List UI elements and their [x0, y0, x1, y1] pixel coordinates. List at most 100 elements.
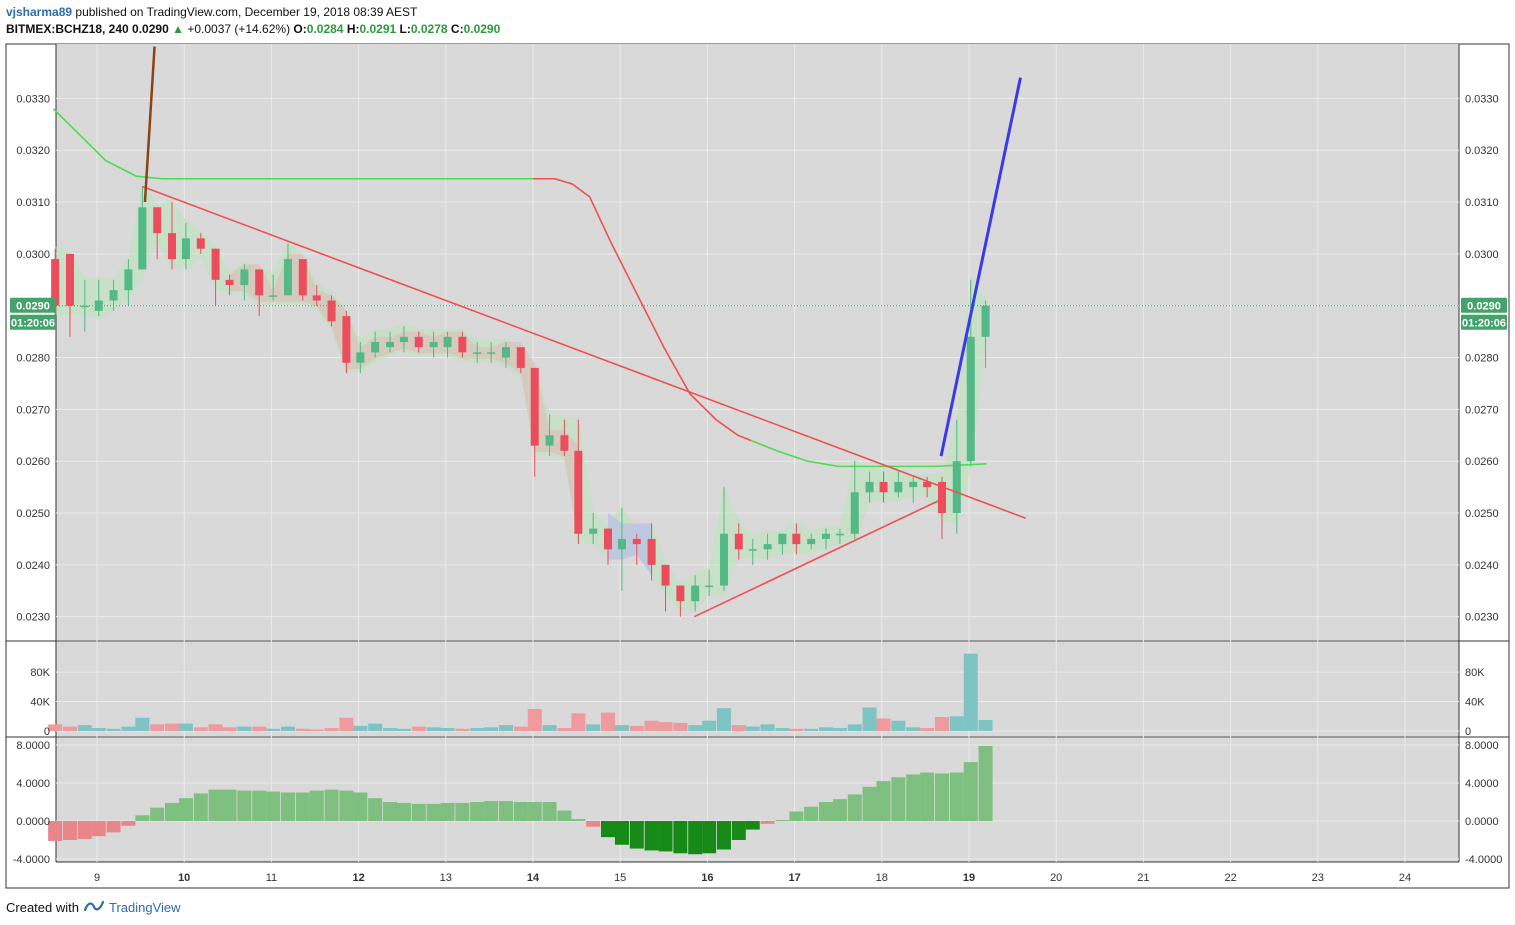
volume-bar — [164, 723, 179, 731]
oscillator-bar — [339, 790, 354, 821]
candle — [850, 461, 859, 539]
candle — [676, 585, 685, 617]
volume-bar — [135, 717, 150, 731]
candle — [429, 331, 438, 358]
candle-body — [51, 259, 60, 306]
price-badge-text: 0.0290 — [16, 301, 50, 313]
candle — [385, 331, 394, 353]
volume-bar — [673, 722, 688, 731]
countdown-badge-text: 01:20:06 — [1462, 318, 1506, 330]
candle — [705, 570, 714, 596]
candle-body — [617, 538, 626, 550]
price-tick-label: 0.0320 — [1465, 145, 1499, 157]
oscillator-bar — [906, 774, 921, 821]
candle-body — [676, 585, 685, 602]
oscillator-bar — [702, 821, 717, 854]
volume-bar — [688, 725, 703, 731]
volume-bar — [396, 728, 411, 731]
oscillator-bar — [266, 791, 281, 821]
low-label: L: — [399, 22, 411, 36]
candle-body — [167, 233, 176, 260]
candle — [661, 564, 670, 612]
resistance-trendline — [142, 185, 1026, 519]
volume-bar — [934, 717, 949, 731]
candle-body — [545, 435, 554, 446]
price-tick-label: 0.0320 — [16, 145, 50, 157]
candle-body — [399, 336, 408, 342]
close-value: 0.0290 — [463, 22, 501, 36]
candle — [124, 259, 133, 306]
price-tick-label: 0.0240 — [16, 560, 50, 572]
volume-tick-label: 0 — [44, 726, 50, 738]
oscillator-bar — [876, 781, 891, 821]
volume-bar — [527, 708, 542, 731]
oscillator-bar — [586, 821, 601, 827]
x-tick-label: 15 — [614, 872, 626, 884]
candle-body — [574, 450, 583, 534]
candle-body — [850, 492, 859, 534]
candle — [516, 347, 525, 374]
oscillator-bar — [484, 801, 499, 821]
oscillator-bar — [847, 794, 862, 821]
volume-tick-label: 80K — [1465, 667, 1485, 679]
volume-bar — [513, 726, 528, 731]
author-link[interactable]: vjsharma89 — [6, 5, 73, 19]
candle — [327, 295, 336, 327]
oscillator-bar — [222, 789, 237, 821]
oscillator-bar — [48, 821, 63, 841]
oscillator-bar — [382, 802, 397, 821]
volume-bar — [280, 726, 295, 731]
x-tick-label: 19 — [963, 872, 975, 884]
candle — [181, 222, 190, 270]
candle — [821, 528, 830, 550]
tradingview-logo-icon[interactable] — [83, 899, 105, 916]
oscillator-bar — [121, 821, 136, 826]
candle — [923, 476, 932, 498]
candle — [65, 253, 74, 337]
oscillator-bar — [891, 777, 906, 821]
candle-body — [356, 352, 365, 363]
oscillator-bar — [237, 790, 252, 821]
x-tick-label: 16 — [701, 872, 713, 884]
volume-bar — [978, 719, 993, 731]
candle-body — [748, 549, 757, 551]
low-value: 0.0278 — [410, 22, 448, 36]
volume-bar — [586, 724, 601, 731]
candle-body — [473, 352, 482, 354]
oscillator-bar — [934, 773, 949, 821]
candle-body — [952, 461, 961, 514]
candle-body — [196, 238, 205, 249]
volume-bar — [862, 707, 877, 731]
oscillator-bar — [324, 789, 339, 821]
candle-body — [909, 481, 918, 488]
volume-bar — [745, 726, 760, 731]
candle — [574, 419, 583, 545]
candle — [763, 533, 772, 560]
red-ma-line — [533, 177, 752, 442]
last-price: 0.0290 — [132, 22, 169, 36]
candle — [617, 507, 626, 591]
volume-layer — [48, 653, 993, 731]
chart-canvas[interactable]: 9 10 11 12 13 14 15 16 17 18 19 20 21 22 23 24 0.0330 0.0… — [0, 0, 1515, 895]
volume-bar — [847, 724, 862, 731]
candle-body — [821, 533, 830, 539]
volume-bar — [77, 725, 92, 731]
oscillator-bar — [396, 802, 411, 821]
oscillator-bar — [426, 803, 441, 821]
countdown-badge — [10, 314, 56, 330]
oscillator-bar — [368, 798, 383, 821]
candle-body — [414, 336, 423, 348]
price-tick-label: 0.0270 — [1465, 404, 1499, 416]
candle-body — [371, 342, 380, 353]
open-value: 0.0284 — [306, 22, 344, 36]
price-tick-label: 0.0280 — [1465, 353, 1499, 365]
symbol: BITMEX:BCHZ18, 240 — [6, 22, 129, 36]
tradingview-link[interactable]: TradingView — [108, 900, 181, 915]
candle — [399, 326, 408, 353]
volume-bar — [658, 722, 673, 731]
x-tick-label: 18 — [876, 872, 888, 884]
volume-bar — [178, 723, 193, 731]
close-label: C: — [450, 22, 464, 36]
volume-tick-label: 40K — [1465, 697, 1485, 709]
candle — [647, 523, 656, 581]
